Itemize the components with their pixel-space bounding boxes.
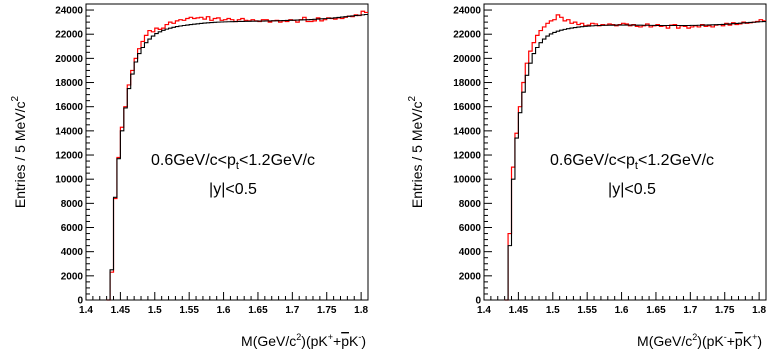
x-tick-label: 1.45 bbox=[111, 305, 131, 316]
x-tick-label: 1.55 bbox=[577, 305, 597, 316]
y-tick-label: 24000 bbox=[453, 6, 481, 17]
y-tick-label: 22000 bbox=[453, 30, 481, 41]
y-ticks: 0 2000 4000 6000 8000 10000 12000 14000 16000 180… bbox=[55, 3, 94, 307]
plot-frame bbox=[483, 3, 767, 301]
y-tick-label: 20000 bbox=[55, 54, 83, 65]
series-group bbox=[106, 10, 368, 301]
x-tick-label: 1.55 bbox=[179, 305, 199, 316]
histogram-red bbox=[504, 14, 766, 301]
y-ticks: 0 2000 4000 6000 8000 10000 12000 14000 16000 180… bbox=[453, 3, 492, 307]
plot-frame bbox=[85, 3, 369, 301]
y-tick-label: 12000 bbox=[453, 151, 481, 162]
annotation-pt-range: 0.6GeV/c<pt<1.2GeV/c bbox=[151, 152, 315, 172]
y-tick-label: 22000 bbox=[55, 30, 83, 41]
x-tick-label: 1.6 bbox=[615, 305, 629, 316]
y-tick-label: 20000 bbox=[453, 54, 481, 65]
y-axis-title: Entries / 5 MeV/c2 bbox=[407, 95, 425, 208]
x-tick-label: 1.4 bbox=[477, 305, 491, 316]
y-tick-label: 4000 bbox=[459, 247, 482, 258]
chart-panel-right: 0 2000 4000 6000 8000 10000 12000 14000 16000 180… bbox=[407, 3, 767, 349]
x-ticks: 1.4 1.45 1.5 1.55 1.6 1.65 1.7 1.75 1.8 bbox=[477, 292, 767, 316]
histogram-black bbox=[106, 13, 368, 301]
y-tick-label: 6000 bbox=[61, 223, 84, 234]
x-tick-label: 1.7 bbox=[285, 305, 299, 316]
y-tick-label: 18000 bbox=[55, 78, 83, 89]
y-tick-label: 14000 bbox=[55, 126, 83, 137]
chart-panel-left: 0 2000 4000 6000 8000 10000 12000 14000 16000 180… bbox=[10, 3, 369, 349]
histogram-black bbox=[504, 20, 766, 301]
histogram-red bbox=[106, 10, 368, 301]
y-tick-label: 2000 bbox=[459, 271, 482, 282]
x-tick-label: 1.75 bbox=[715, 305, 735, 316]
y-tick-label: 16000 bbox=[55, 102, 83, 113]
annotation-rapidity: |y|<0.5 bbox=[209, 181, 257, 198]
y-tick-label: 8000 bbox=[459, 199, 482, 210]
x-tick-label: 1.8 bbox=[752, 305, 766, 316]
annotation-pt-range: 0.6GeV/c<pt<1.2GeV/c bbox=[550, 152, 714, 172]
y-tick-label: 0 bbox=[77, 296, 83, 307]
y-tick-label: 8000 bbox=[61, 199, 84, 210]
series-group bbox=[504, 14, 766, 301]
x-tick-label: 1.65 bbox=[646, 305, 666, 316]
x-tick-label: 1.6 bbox=[217, 305, 231, 316]
x-axis-title: M(GeV/c2)(pK++pK-) bbox=[241, 332, 366, 349]
y-tick-label: 2000 bbox=[61, 271, 84, 282]
x-tick-label: 1.65 bbox=[248, 305, 268, 316]
x-tick-label: 1.45 bbox=[509, 305, 529, 316]
x-ticks: 1.4 1.45 1.5 1.55 1.6 1.65 1.7 1.75 1.8 bbox=[79, 292, 369, 316]
y-axis-title: Entries / 5 MeV/c2 bbox=[10, 95, 28, 208]
x-tick-label: 1.5 bbox=[148, 305, 162, 316]
y-tick-label: 4000 bbox=[61, 247, 84, 258]
y-tick-label: 16000 bbox=[453, 102, 481, 113]
y-tick-label: 10000 bbox=[55, 175, 83, 186]
annotation-rapidity: |y|<0.5 bbox=[608, 181, 656, 198]
y-tick-label: 14000 bbox=[453, 126, 481, 137]
y-tick-label: 24000 bbox=[55, 6, 83, 17]
x-tick-label: 1.4 bbox=[79, 305, 93, 316]
x-tick-label: 1.75 bbox=[317, 305, 337, 316]
x-axis-title: M(GeV/c2)(pK-+pK+) bbox=[637, 332, 762, 349]
x-tick-label: 1.5 bbox=[546, 305, 560, 316]
x-tick-label: 1.8 bbox=[354, 305, 368, 316]
y-tick-label: 0 bbox=[475, 296, 481, 307]
y-tick-label: 10000 bbox=[453, 175, 481, 186]
x-tick-label: 1.7 bbox=[683, 305, 697, 316]
y-tick-label: 12000 bbox=[55, 151, 83, 162]
y-tick-label: 6000 bbox=[459, 223, 482, 234]
y-tick-label: 18000 bbox=[453, 78, 481, 89]
